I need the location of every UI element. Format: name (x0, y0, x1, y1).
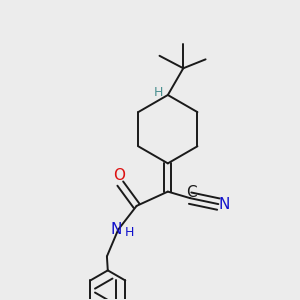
Text: O: O (113, 168, 125, 183)
Text: N: N (110, 222, 122, 237)
Text: N: N (218, 197, 230, 212)
Text: C: C (187, 185, 197, 200)
Text: H: H (154, 86, 163, 99)
Text: H: H (125, 226, 134, 238)
